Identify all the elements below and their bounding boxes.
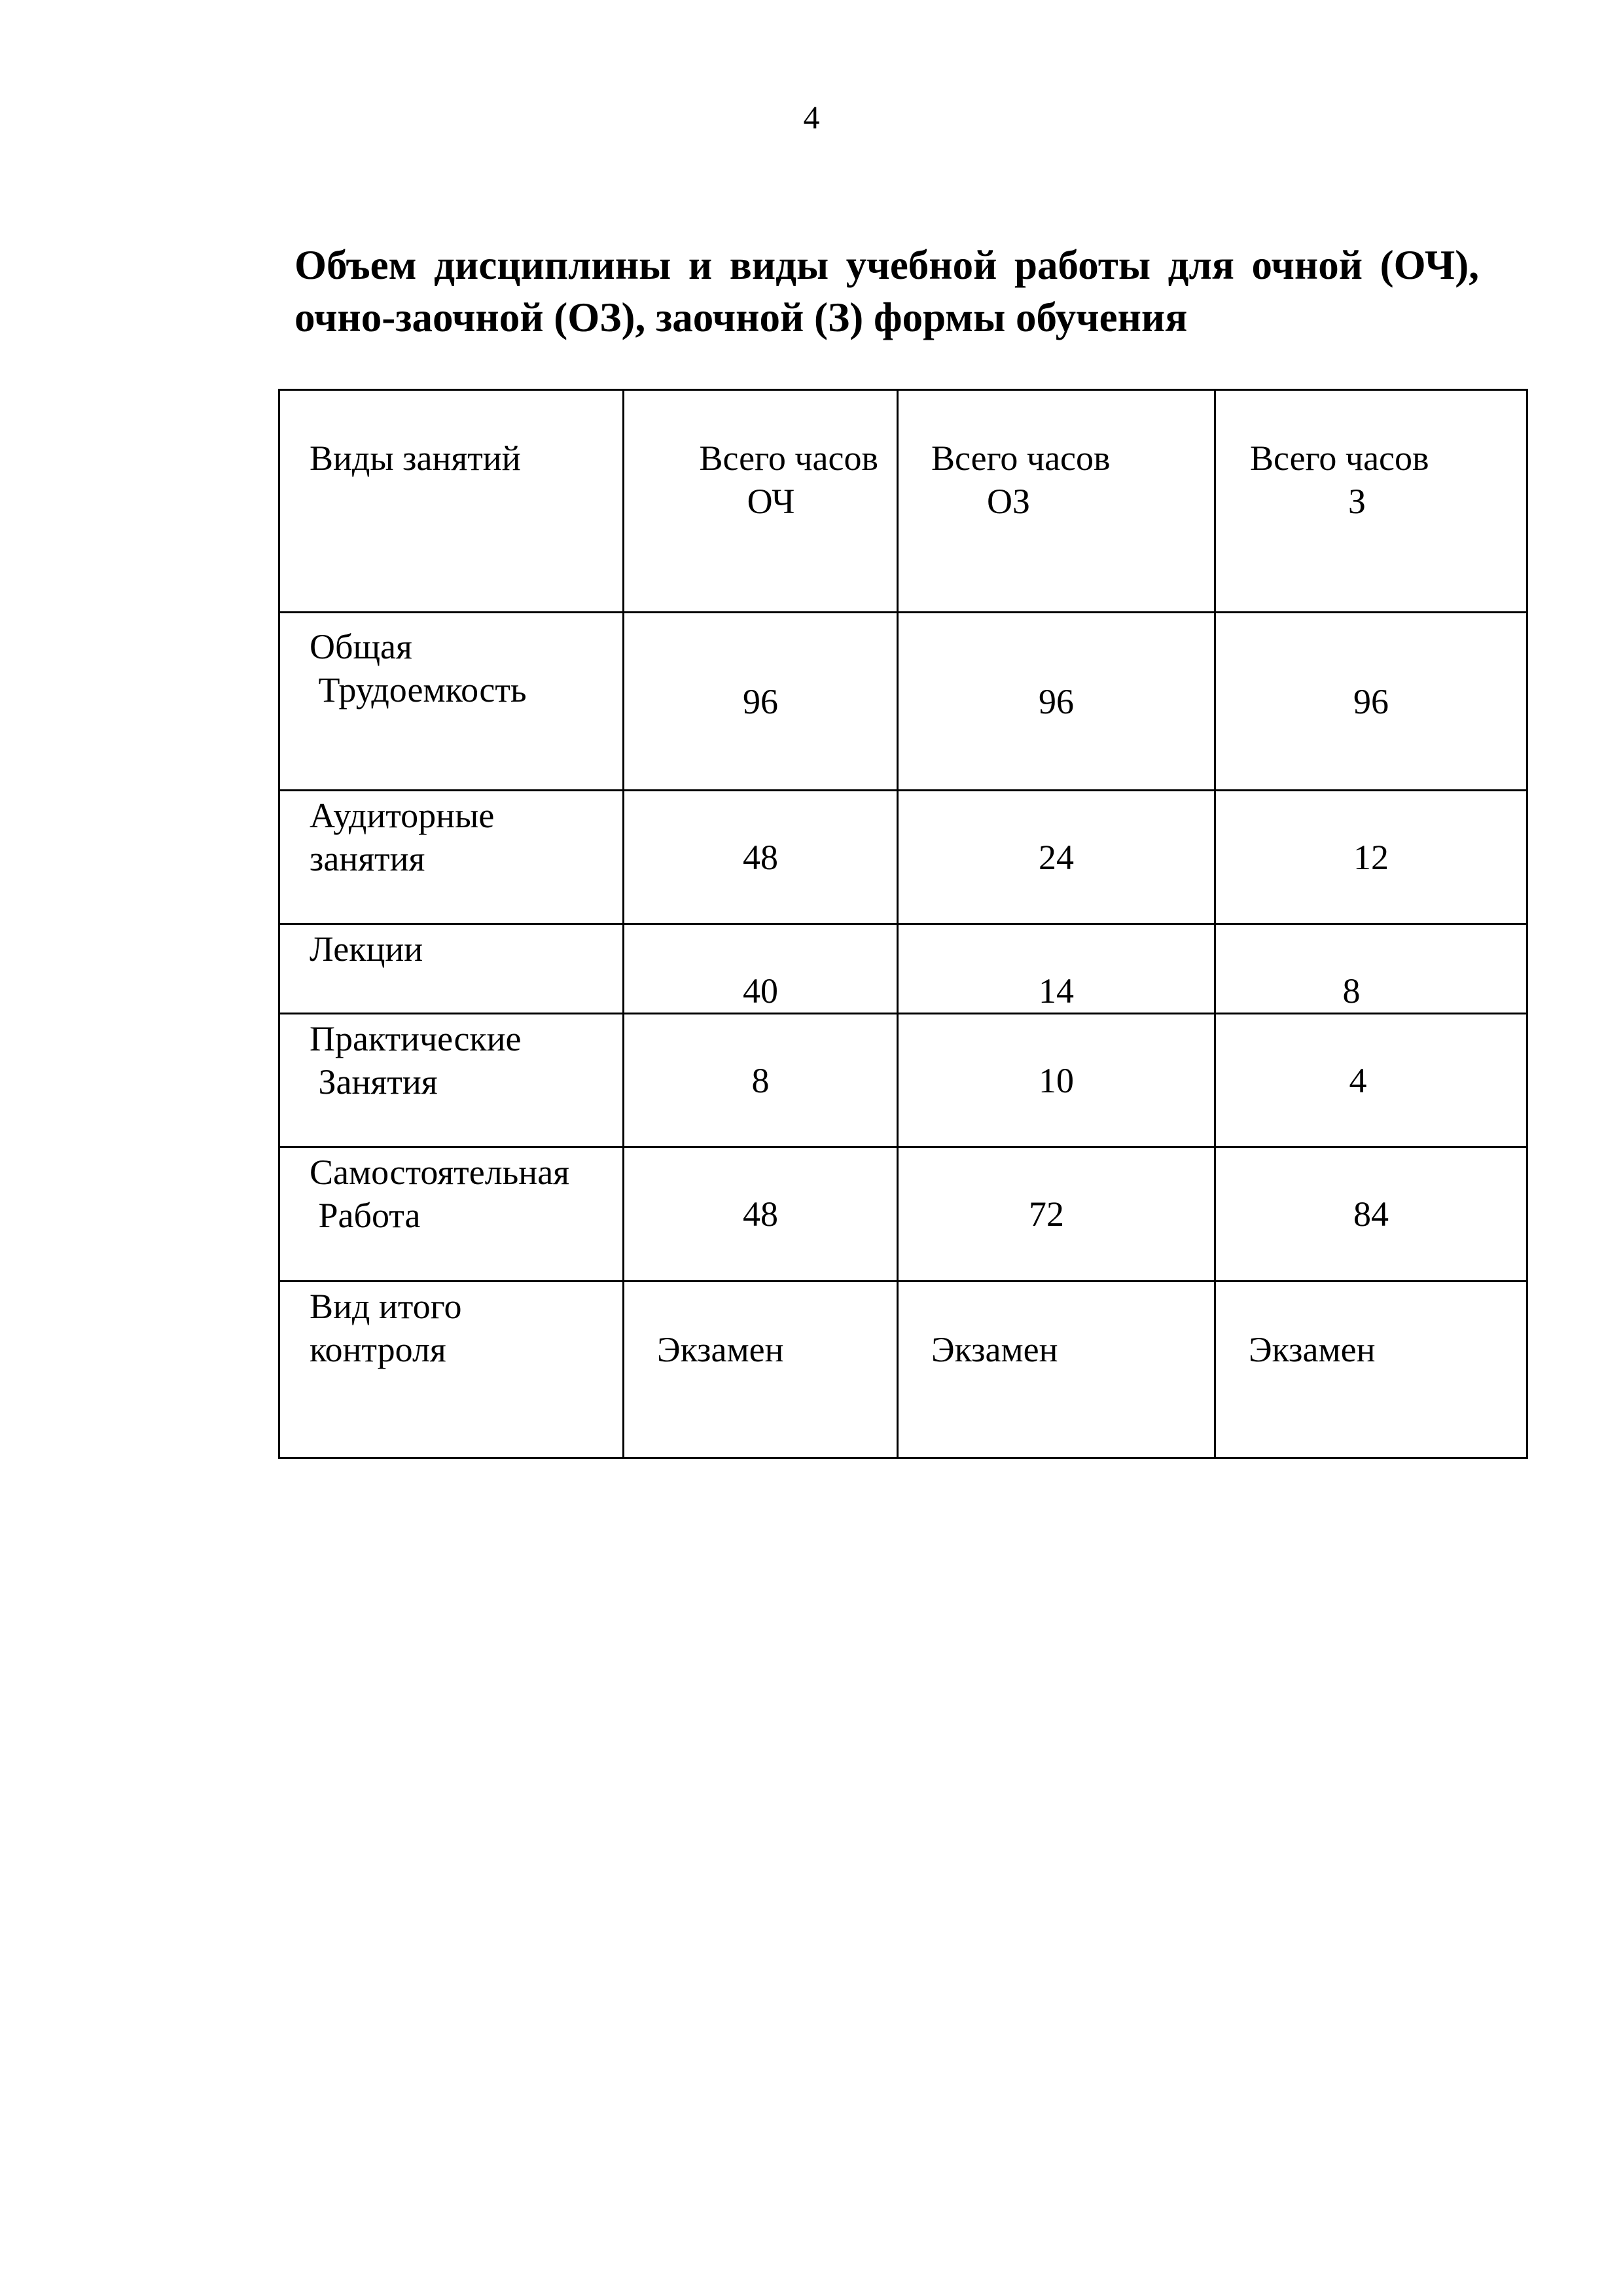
row-label: Аудиторные [310,796,495,835]
value-cell: Экзамен [1249,1330,1376,1369]
row-label: Практические [310,1019,522,1058]
row-label: Самостоятельная [310,1153,570,1192]
row-label: Лекции [310,929,423,969]
table-row: Общая Трудоемкость 96 96 96 [278,611,1528,791]
value-cell: 14 [897,923,1216,1014]
row-label: Общая [310,627,412,666]
value-cell: 24 [897,789,1216,925]
value-cell: 8 [1214,923,1528,1014]
page-number: 4 [803,99,820,135]
value-cell: 12 [1214,789,1528,925]
header-cell: Всего часов З [1214,389,1528,613]
value-cell: 48 [622,789,899,925]
page-title: Объем дисциплины и виды учебной работы д… [294,242,1479,340]
header-sublabel: ОЧ [747,482,795,521]
row-label: Трудоемкость [310,670,527,709]
header-label: Виды занятий [310,439,521,478]
header-label: Всего часов [1250,439,1429,478]
value-cell: 96 [897,611,1216,791]
value-cell: 48 [622,1146,899,1282]
value-cell: 8 [622,1013,899,1148]
table-row: Аудиторные занятия 48 24 12 [278,789,1528,925]
value-cell: Экзамен [657,1330,784,1369]
table-row: Лекции 40 14 8 [278,923,1528,1014]
row-label: Занятия [310,1062,438,1102]
value-cell: 96 [1214,611,1528,791]
value-cell: 96 [622,611,899,791]
table-row: Вид итого контроля Экзамен Экзамен Экзаме… [278,1280,1528,1459]
value-cell: 4 [1214,1013,1528,1148]
value-cell: 84 [1214,1146,1528,1282]
table-header-row: Виды занятий Всего часов ОЧ Всего часов ОЗ… [278,389,1528,613]
value-cell: 72 [897,1146,1216,1282]
header-sublabel: З [1348,482,1366,521]
header-cell: Виды занятий [278,389,624,613]
header-sublabel: ОЗ [987,482,1031,521]
table-row: Самостоятельная Работа 48 72 84 [278,1146,1528,1282]
value-cell: 10 [897,1013,1216,1148]
header-cell: Всего часов ОЗ [897,389,1216,613]
row-label: контроля [310,1330,446,1369]
header-label: Всего часов [699,439,878,478]
row-label: Вид итого [310,1287,462,1326]
header-cell: Всего часов ОЧ [622,389,899,613]
hours-table: Виды занятий Всего часов ОЧ Всего часов ОЗ… [278,389,1528,1459]
row-label: занятия [310,839,425,878]
table-row: Практические Занятия 8 10 4 [278,1013,1528,1148]
value-cell: 40 [622,923,899,1014]
row-label: Работа [310,1196,421,1235]
header-label: Всего часов [931,439,1111,478]
value-cell: Экзамен [931,1330,1058,1369]
